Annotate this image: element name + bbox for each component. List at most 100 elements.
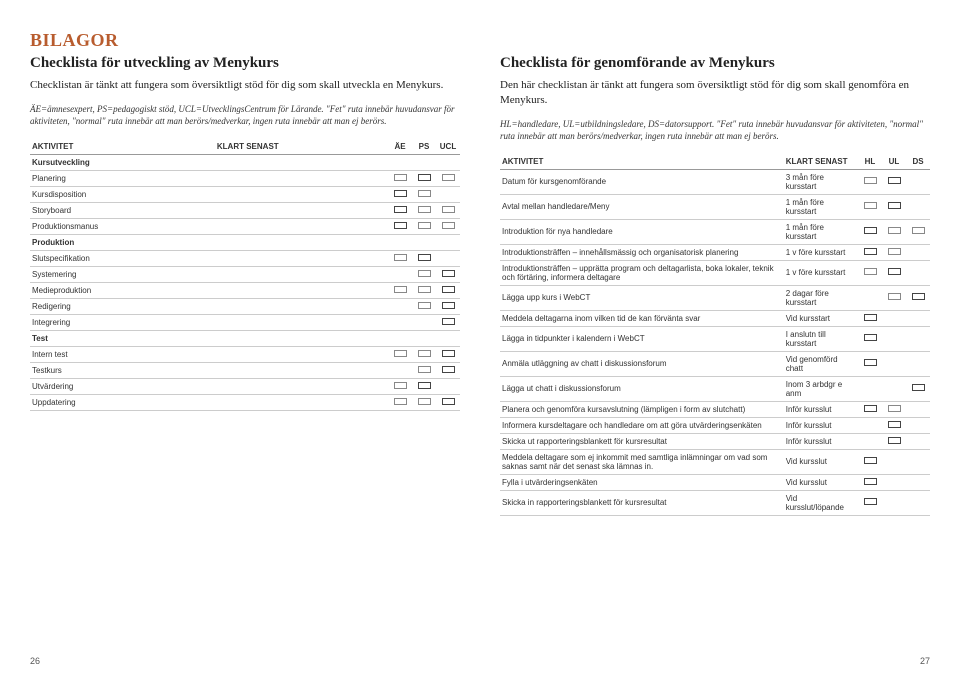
checkbox[interactable] xyxy=(394,174,407,181)
check-cell xyxy=(388,283,412,299)
deadline-cell xyxy=(215,331,388,347)
activity-cell: Testkurs xyxy=(30,363,215,379)
checkbox-bold[interactable] xyxy=(864,248,877,255)
checkbox-bold[interactable] xyxy=(442,302,455,309)
checkbox-bold[interactable] xyxy=(864,457,877,464)
activity-cell: Medieproduktion xyxy=(30,283,215,299)
deadline-cell xyxy=(215,203,388,219)
checkbox[interactable] xyxy=(442,174,455,181)
checkbox-bold[interactable] xyxy=(394,206,407,213)
checkbox-bold[interactable] xyxy=(888,177,901,184)
checkbox-bold[interactable] xyxy=(888,268,901,275)
checkbox[interactable] xyxy=(394,350,407,357)
checkbox[interactable] xyxy=(418,302,431,309)
check-cell xyxy=(388,331,412,347)
table-row: Informera kursdeltagare och handledare o… xyxy=(500,417,930,433)
check-cell xyxy=(436,267,460,283)
activity-cell: Avtal mellan handledare/Meny xyxy=(500,194,784,219)
checkbox[interactable] xyxy=(888,227,901,234)
checkbox[interactable] xyxy=(912,227,925,234)
checkbox[interactable] xyxy=(394,286,407,293)
checkbox-bold[interactable] xyxy=(864,314,877,321)
check-cell xyxy=(388,267,412,283)
checkbox-bold[interactable] xyxy=(394,190,407,197)
check-cell xyxy=(412,379,436,395)
checkbox[interactable] xyxy=(394,398,407,405)
check-cell xyxy=(412,363,436,379)
check-cell xyxy=(882,260,906,285)
deadline-cell: Inför kursslut xyxy=(784,433,858,449)
check-cell xyxy=(906,401,930,417)
checkbox[interactable] xyxy=(418,398,431,405)
check-cell xyxy=(906,260,930,285)
check-cell xyxy=(906,285,930,310)
checkbox-bold[interactable] xyxy=(864,478,877,485)
checkbox-bold[interactable] xyxy=(864,498,877,505)
checkbox[interactable] xyxy=(394,382,407,389)
checkbox-bold[interactable] xyxy=(888,421,901,428)
checkbox[interactable] xyxy=(864,268,877,275)
table-row: Planera och genomföra kursavslutning (lä… xyxy=(500,401,930,417)
activity-cell: Kursdisposition xyxy=(30,187,215,203)
checkbox[interactable] xyxy=(418,350,431,357)
check-cell xyxy=(858,285,882,310)
checkbox-bold[interactable] xyxy=(864,359,877,366)
table-row: Introduktionsträffen – upprätta program … xyxy=(500,260,930,285)
checkbox-bold[interactable] xyxy=(442,350,455,357)
table-row: Meddela deltagarna inom vilken tid de ka… xyxy=(500,310,930,326)
right-column: Checklista för genomförande av Menykurs … xyxy=(500,55,930,516)
checkbox-bold[interactable] xyxy=(442,398,455,405)
checkbox-bold[interactable] xyxy=(888,202,901,209)
deadline-cell xyxy=(215,283,388,299)
activity-cell: Meddela deltagarna inom vilken tid de ka… xyxy=(500,310,784,326)
checkbox-bold[interactable] xyxy=(442,366,455,373)
activity-cell: Lägga ut chatt i diskussionsforum xyxy=(500,376,784,401)
checkbox[interactable] xyxy=(418,206,431,213)
table-row: Datum för kursgenomförande3 mån före kur… xyxy=(500,169,930,194)
check-cell xyxy=(906,244,930,260)
checkbox-bold[interactable] xyxy=(864,405,877,412)
checkbox-bold[interactable] xyxy=(888,437,901,444)
checkbox-bold[interactable] xyxy=(418,174,431,181)
checkbox[interactable] xyxy=(418,222,431,229)
checkbox[interactable] xyxy=(864,177,877,184)
checkbox[interactable] xyxy=(888,293,901,300)
checkbox-bold[interactable] xyxy=(864,334,877,341)
checkbox-bold[interactable] xyxy=(394,222,407,229)
check-cell xyxy=(388,363,412,379)
checkbox[interactable] xyxy=(442,222,455,229)
left-table-header-row: AKTIVITET KLART SENAST ÄE PS UCL xyxy=(30,139,460,155)
checkbox[interactable] xyxy=(418,286,431,293)
checkbox-bold[interactable] xyxy=(442,270,455,277)
check-cell xyxy=(882,194,906,219)
left-table: AKTIVITET KLART SENAST ÄE PS UCL Kursutv… xyxy=(30,139,460,411)
checkbox[interactable] xyxy=(418,190,431,197)
check-cell xyxy=(906,449,930,474)
checkbox[interactable] xyxy=(394,254,407,261)
checkbox[interactable] xyxy=(864,202,877,209)
deadline-cell: I anslutn till kursstart xyxy=(784,326,858,351)
checkbox-bold[interactable] xyxy=(912,293,925,300)
table-row: Introduktion för nya handledare1 mån för… xyxy=(500,219,930,244)
checkbox-bold[interactable] xyxy=(864,227,877,234)
table-row: Integrering xyxy=(30,315,460,331)
check-cell xyxy=(858,169,882,194)
check-cell xyxy=(882,169,906,194)
checkbox[interactable] xyxy=(418,270,431,277)
right-title: Checklista för genomförande av Menykurs xyxy=(500,55,930,72)
checkbox[interactable] xyxy=(418,366,431,373)
checkbox-bold[interactable] xyxy=(442,318,455,325)
check-cell xyxy=(436,395,460,411)
checkbox[interactable] xyxy=(888,405,901,412)
checkbox-bold[interactable] xyxy=(418,254,431,261)
check-cell xyxy=(388,187,412,203)
page-number-right: 27 xyxy=(920,656,930,666)
activity-cell: Anmäla utläggning av chatt i diskussions… xyxy=(500,351,784,376)
table-row: Kursutveckling xyxy=(30,155,460,171)
checkbox-bold[interactable] xyxy=(442,286,455,293)
checkbox-bold[interactable] xyxy=(912,384,925,391)
deadline-cell xyxy=(215,379,388,395)
checkbox[interactable] xyxy=(888,248,901,255)
checkbox[interactable] xyxy=(442,206,455,213)
checkbox-bold[interactable] xyxy=(418,382,431,389)
